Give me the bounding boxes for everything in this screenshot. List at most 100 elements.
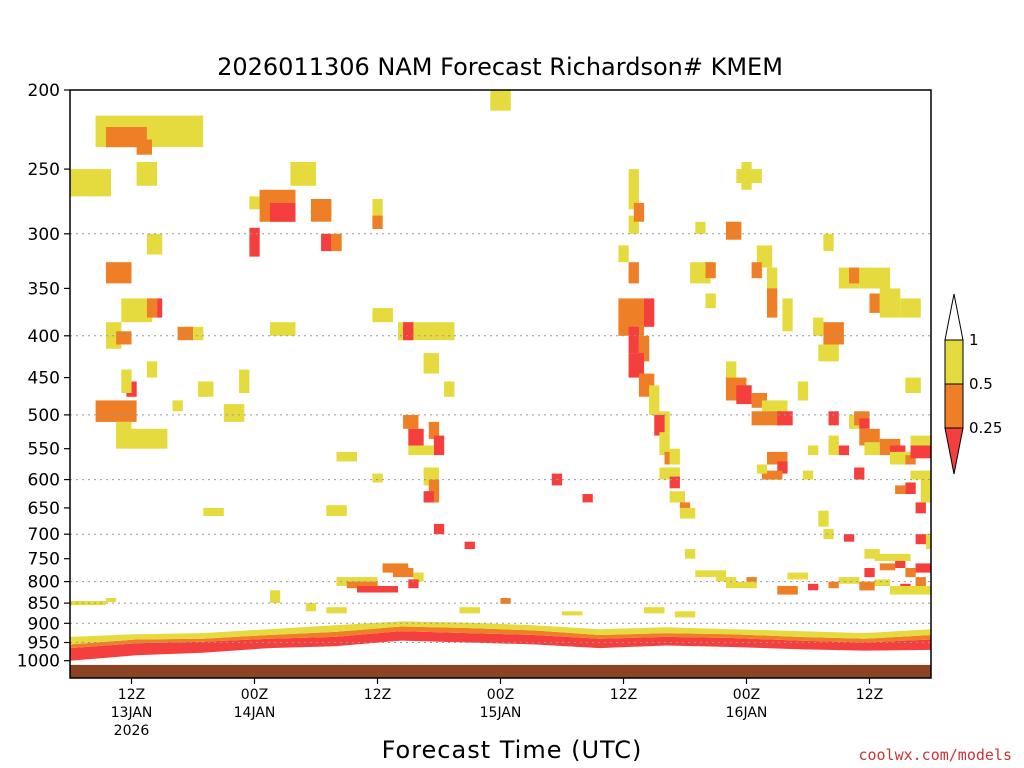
ri-cell bbox=[915, 502, 926, 514]
y-tick-label: 800 bbox=[28, 573, 60, 593]
ri-cell bbox=[249, 227, 260, 257]
ri-cell bbox=[895, 561, 906, 568]
ri-cell bbox=[890, 586, 931, 595]
ri-cell bbox=[193, 326, 204, 341]
ri-cell bbox=[423, 353, 439, 374]
ri-cell bbox=[203, 507, 224, 516]
ri-cell bbox=[157, 298, 163, 318]
ri-cell bbox=[136, 139, 152, 155]
legend-swatch bbox=[944, 383, 964, 429]
ri-cell bbox=[864, 568, 875, 578]
x-tick-label: 12Z bbox=[856, 687, 883, 703]
ri-cell bbox=[146, 361, 158, 378]
legend-label: 0.5 bbox=[969, 375, 993, 393]
ri-cell bbox=[239, 369, 250, 393]
ri-cell bbox=[70, 169, 111, 197]
ri-cell bbox=[408, 445, 434, 456]
ri-cell bbox=[146, 233, 163, 255]
y-tick-label: 850 bbox=[28, 594, 60, 614]
ri-cell bbox=[726, 581, 757, 589]
ri-cell bbox=[813, 317, 824, 336]
legend-arrow-bottom bbox=[944, 427, 964, 475]
ri-cell bbox=[767, 288, 778, 318]
x-tick-label: 2026 bbox=[114, 723, 150, 739]
ri-cell bbox=[864, 442, 880, 456]
ri-cell bbox=[177, 326, 193, 341]
ri-cell bbox=[910, 470, 931, 480]
band-Y-2 bbox=[70, 621, 931, 645]
ri-cell bbox=[895, 485, 906, 494]
y-tick-label: 500 bbox=[28, 406, 60, 426]
ri-cell bbox=[869, 293, 880, 313]
ri-cell bbox=[915, 563, 931, 573]
ri-cell bbox=[777, 461, 788, 474]
ri-cell bbox=[900, 298, 921, 318]
ri-cell bbox=[726, 361, 737, 386]
ri-cell bbox=[423, 491, 434, 503]
ri-cell bbox=[874, 579, 890, 586]
x-tick-label: 00Z bbox=[733, 687, 760, 703]
ri-cell bbox=[751, 411, 783, 426]
ri-cell bbox=[633, 202, 645, 222]
x-axis-label: Forecast Time (UTC) bbox=[382, 736, 643, 764]
ri-cell bbox=[690, 262, 711, 284]
ri-cell bbox=[756, 245, 773, 268]
ri-cell bbox=[905, 482, 916, 494]
ri-cell bbox=[628, 169, 639, 210]
ri-cell bbox=[874, 553, 911, 561]
ri-cell bbox=[925, 534, 931, 550]
ri-cell bbox=[172, 400, 183, 412]
ri-cell bbox=[920, 473, 931, 503]
ri-cell bbox=[864, 549, 880, 559]
x-tick-label: 13JAN bbox=[111, 705, 153, 721]
x-tick-label: 15JAN bbox=[480, 705, 522, 721]
ri-cell bbox=[336, 577, 378, 586]
ri-cell bbox=[654, 414, 665, 436]
x-tick-label: 12Z bbox=[118, 687, 145, 703]
y-tick-label: 750 bbox=[28, 550, 60, 570]
ri-cell bbox=[121, 298, 153, 323]
ri-cell bbox=[669, 491, 685, 503]
x-tick-label: 00Z bbox=[487, 687, 514, 703]
ri-cell bbox=[428, 421, 440, 439]
x-tick-label: 16JAN bbox=[726, 705, 768, 721]
ri-cell bbox=[910, 445, 931, 459]
legend-swatch bbox=[944, 339, 964, 385]
ri-cell bbox=[879, 563, 896, 571]
ri-cell bbox=[562, 611, 583, 616]
ri-cell bbox=[136, 162, 158, 186]
ri-cell bbox=[726, 221, 742, 240]
ri-cell bbox=[116, 331, 132, 345]
ri-cell bbox=[838, 445, 850, 456]
ri-cell bbox=[915, 534, 931, 545]
ri-cell bbox=[582, 494, 593, 503]
ri-cell bbox=[618, 245, 629, 263]
legend-label: 1 bbox=[969, 331, 979, 349]
ri-cell bbox=[116, 421, 132, 436]
ri-cell bbox=[679, 507, 696, 519]
ri-cell bbox=[854, 467, 865, 480]
ri-cell bbox=[500, 598, 511, 604]
y-tick-label: 700 bbox=[28, 525, 60, 545]
ri-cell bbox=[198, 381, 214, 397]
ri-cell bbox=[787, 572, 808, 580]
ri-cell bbox=[695, 570, 727, 578]
ri-cell bbox=[628, 326, 639, 354]
ri-cell bbox=[146, 298, 158, 318]
ri-cell bbox=[782, 298, 793, 332]
ri-cell bbox=[797, 381, 809, 401]
ri-cell bbox=[464, 541, 475, 550]
ri-cell bbox=[777, 411, 793, 426]
y-tick-label: 650 bbox=[28, 499, 60, 519]
ri-cell bbox=[808, 583, 819, 591]
x-tick-label: 00Z bbox=[241, 687, 268, 703]
band-R-0 bbox=[70, 631, 931, 661]
ri-cell bbox=[121, 369, 132, 393]
ri-cell bbox=[392, 568, 414, 578]
ri-cell bbox=[843, 534, 855, 542]
ri-cell bbox=[674, 611, 696, 618]
ri-cell bbox=[751, 262, 762, 279]
ri-cell bbox=[628, 215, 639, 234]
band-O-1 bbox=[70, 626, 931, 649]
ri-cell bbox=[659, 432, 670, 456]
